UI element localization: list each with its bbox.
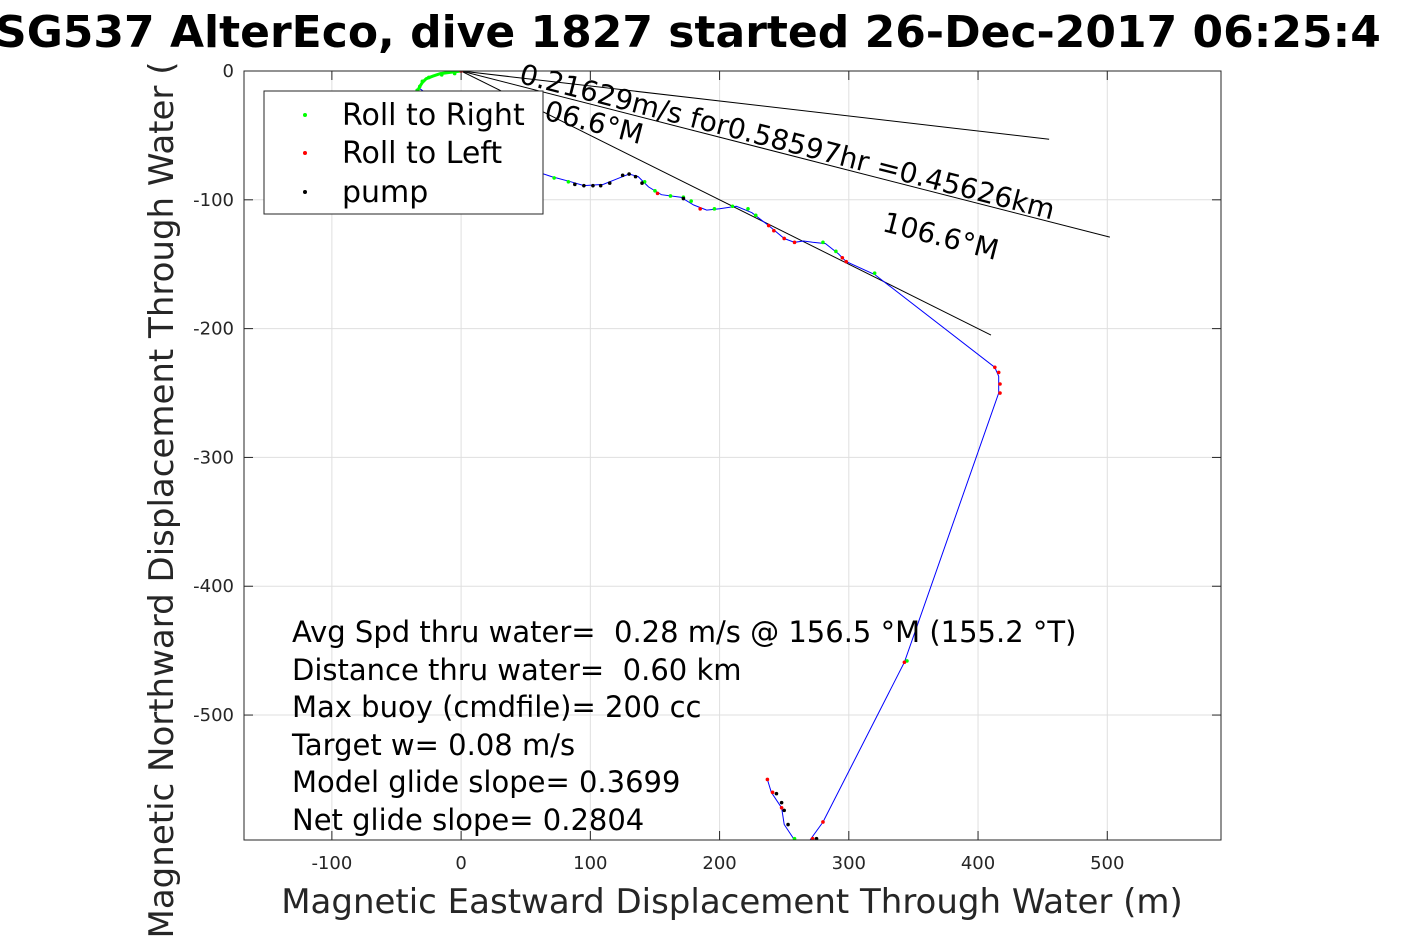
roll-to-left-point — [782, 236, 786, 241]
y-axis-label: Magnetic Northward Displacement Through … — [142, 62, 182, 939]
legend-box — [263, 90, 544, 215]
y-tick-label: -500 — [193, 705, 234, 726]
roll-to-left-point — [840, 255, 845, 260]
roll-to-left-point — [810, 836, 815, 840]
roll-to-left-point — [996, 370, 1001, 375]
stats-block: Avg Spd thru water= 0.28 m/s @ 156.5 °M … — [291, 615, 1076, 837]
reference-line — [460, 71, 992, 336]
roll-to-right-point — [427, 75, 431, 80]
roll-to-right-point — [834, 249, 838, 254]
roll-to-right-point — [712, 207, 717, 211]
roll-to-right-point — [417, 84, 422, 89]
x-axis-label: Magnetic Eastward Displacement Through W… — [281, 882, 1183, 922]
roll-to-left-point — [770, 790, 775, 795]
roll-to-right-point — [746, 207, 750, 211]
roll-to-left-point — [698, 207, 702, 211]
x-tick-label: -100 — [311, 853, 352, 874]
roll-to-right-point — [566, 179, 571, 184]
pump-point — [591, 183, 595, 188]
roll-to-right-point — [792, 836, 797, 840]
stat-net-glide-slope: Net glide slope= 0.2804 — [292, 803, 644, 837]
roll-to-left-point — [844, 259, 849, 264]
reference-lines — [460, 71, 1110, 336]
legend-label-roll-left: Roll to Left — [342, 136, 502, 171]
legend: Roll to Right Roll to Left pump — [263, 90, 544, 215]
pump-point — [782, 808, 786, 813]
roll-to-left-point — [792, 240, 797, 245]
reference-line — [460, 71, 1110, 238]
roll-to-left-point — [655, 191, 660, 196]
data-layer — [415, 71, 1110, 840]
pump-point — [814, 836, 819, 840]
pump-point — [633, 174, 638, 179]
legend-label-pump: pump — [342, 175, 428, 210]
roll-to-right-point — [439, 73, 444, 77]
roll-to-right-point — [753, 213, 758, 218]
pump-point — [774, 791, 779, 796]
roll-to-left-point — [998, 382, 1002, 386]
legend-label-roll-right: Roll to Right — [342, 98, 525, 133]
stat-distance: Distance thru water= 0.60 km — [292, 653, 742, 687]
y-tick-label: -400 — [193, 576, 234, 597]
track-line — [417, 71, 1000, 840]
roll-to-left-point — [766, 223, 771, 228]
axes-box — [243, 70, 1222, 841]
roll-to-left-point — [902, 660, 907, 665]
pump-point — [607, 181, 612, 185]
reference-line — [461, 71, 1050, 140]
y-tick-label: -200 — [193, 319, 234, 340]
roll-to-left-point — [765, 777, 770, 782]
x-tick-label: 100 — [573, 853, 607, 874]
roll-to-right-point — [821, 240, 825, 245]
y-tick-label: 0 — [223, 61, 234, 82]
pump-point — [573, 182, 577, 187]
stat-target-w: Target w= 0.08 m/s — [291, 728, 575, 762]
pump-point — [681, 196, 686, 201]
y-tick-label: -100 — [193, 190, 234, 211]
roll-to-left-point — [821, 820, 825, 824]
roll-to-left-point — [998, 391, 1002, 395]
pump-point — [627, 172, 631, 176]
pump-point — [620, 173, 625, 178]
pump-point — [786, 822, 790, 827]
pump-point — [779, 800, 784, 805]
roll-to-right-point — [668, 194, 673, 198]
x-tick-label: 400 — [961, 853, 995, 874]
y-tick-label: -300 — [193, 447, 234, 468]
roll-to-right-point — [653, 188, 657, 193]
x-tick-label: 500 — [1090, 853, 1124, 874]
stat-avg-speed: Avg Spd thru water= 0.28 m/s @ 156.5 °M … — [292, 615, 1076, 649]
legend-marker-pump — [303, 190, 307, 194]
roll-to-right-point — [872, 271, 877, 276]
roll-to-right-point — [552, 176, 556, 180]
roll-to-left-point — [779, 805, 784, 810]
roll-to-right-point — [452, 71, 457, 76]
stat-max-buoy: Max buoy (cmdfile)= 200 cc — [292, 690, 701, 724]
chart-title: SG537 AlterEco, dive 1827 started 26-Dec… — [0, 7, 1381, 58]
pump-point — [582, 183, 586, 188]
x-tick-label: 200 — [702, 853, 736, 874]
stat-model-glide-slope: Model glide slope= 0.3699 — [292, 765, 680, 799]
legend-marker-roll-right — [303, 113, 307, 117]
roll-to-right-point — [689, 199, 693, 203]
legend-marker-roll-left — [303, 151, 307, 155]
ticks: -100 0 100 200 300 400 500 0 -100 -200 -300 -400 -50… — [193, 61, 1221, 874]
roll-to-left-point — [772, 228, 776, 233]
roll-to-right-point — [420, 79, 425, 84]
roll-to-left-point — [993, 365, 997, 370]
x-tick-label: 0 — [455, 853, 466, 874]
roll-to-right-point — [730, 204, 735, 209]
x-tick-label: 300 — [832, 853, 866, 874]
pump-point — [640, 181, 644, 185]
pump-point — [598, 183, 603, 188]
